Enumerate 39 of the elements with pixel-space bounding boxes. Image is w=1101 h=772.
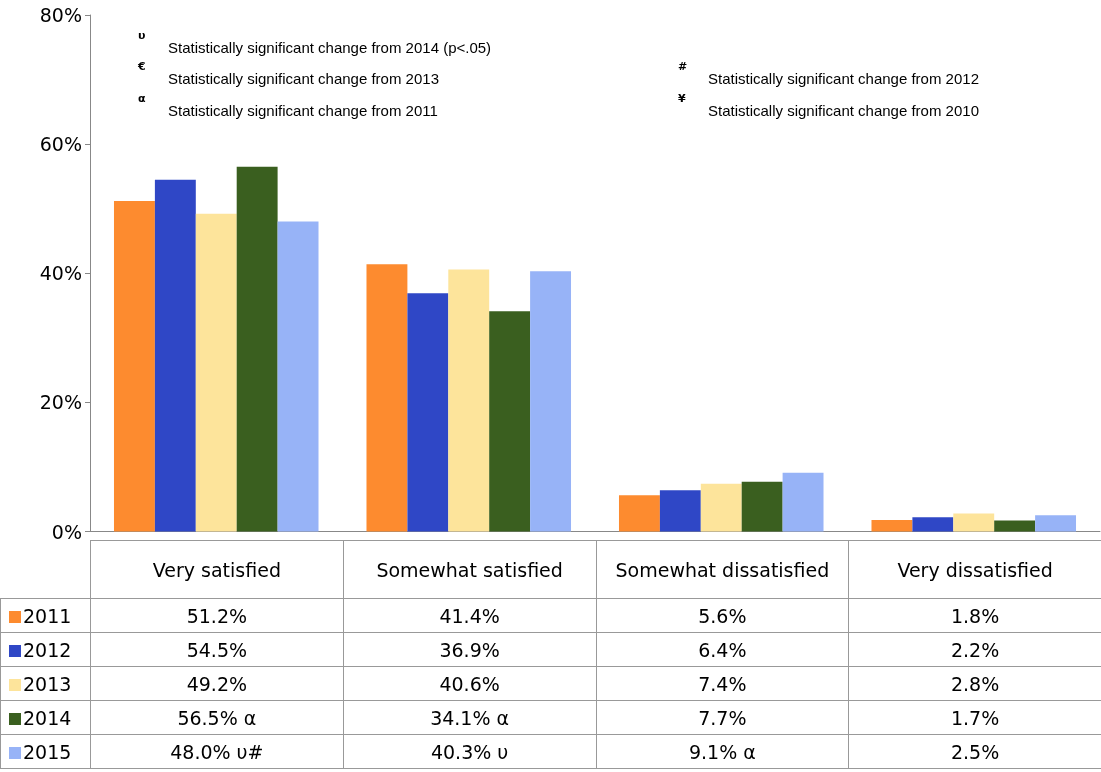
legend-label: 2013	[0, 666, 91, 701]
data-label: 9.1% α	[596, 734, 849, 769]
data-label: 56.5% α	[90, 700, 344, 735]
data-label: 7.4%	[596, 666, 849, 701]
data-label: 54.5%	[90, 632, 344, 667]
data-label: 2.5%	[848, 734, 1101, 769]
data-label: 1.7%	[848, 700, 1101, 735]
data-label: 48.0% υ#	[90, 734, 344, 769]
x-tick-label: Somewhat satisfied	[343, 540, 596, 599]
x-tick-label: Very satisfied	[90, 540, 344, 599]
text: € Statistically significant change from 2013	[138, 59, 439, 87]
y-tick-label: 20%	[39, 391, 82, 414]
data-label: 49.2%	[90, 666, 344, 701]
data-label: 40.6%	[343, 666, 596, 701]
data-label: 6.4%	[596, 632, 849, 667]
text: # Statistically significant change from 2012	[678, 59, 979, 87]
y-tick-label: 60%	[39, 133, 82, 156]
data-label: 7.7%	[596, 700, 849, 735]
legend-label: 2011	[0, 598, 91, 633]
data-label: 40.3% υ	[343, 734, 596, 769]
x-tick-label: Somewhat dissatisfied	[596, 540, 849, 599]
legend-label: 2012	[0, 632, 91, 667]
data-label: 2.2%	[848, 632, 1101, 667]
y-tick-label: 40%	[39, 262, 82, 285]
data-label: 51.2%	[90, 598, 344, 633]
legend-label: 2015	[0, 734, 91, 769]
legend-label: 2014	[0, 700, 91, 735]
text: ¥ Statistically significant change from 2010	[678, 91, 979, 119]
data-label: 36.9%	[343, 632, 596, 667]
data-label: 34.1% α	[343, 700, 596, 735]
data-label: 2.8%	[848, 666, 1101, 701]
y-tick-label: 0%	[51, 520, 82, 543]
text: α Statistically significant change from 2011	[138, 91, 438, 119]
data-label: 5.6%	[596, 598, 849, 633]
y-tick-label: 80%	[39, 4, 82, 26]
data-label: 41.4%	[343, 598, 596, 633]
data-label: 1.8%	[848, 598, 1101, 633]
x-tick-label: Very dissatisfied	[848, 540, 1101, 599]
text: υ Statistically significant change from 2014 (p<.05)	[138, 28, 492, 56]
